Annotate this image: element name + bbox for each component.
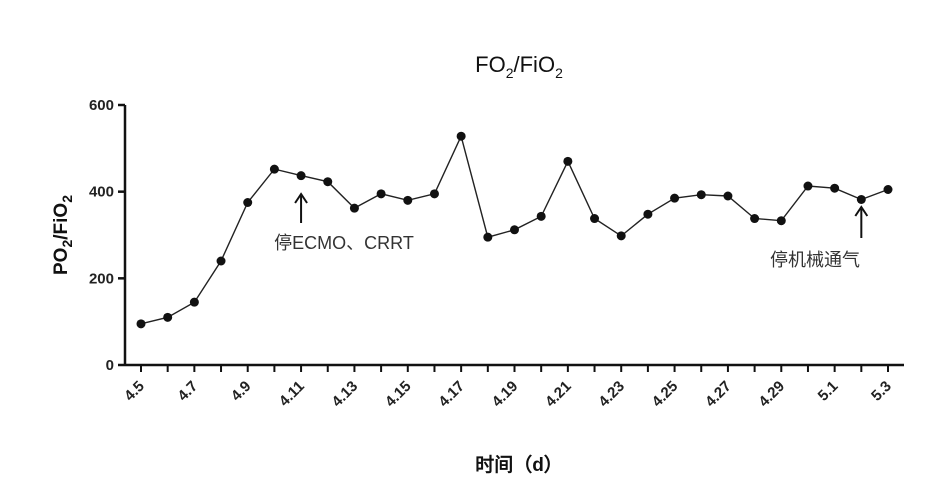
data-point [323,177,333,187]
y-axis-title: PO2/FiO2 [51,195,75,275]
y-tick-label: 0 [106,357,114,374]
x-tick-label: 4.5 [121,378,148,405]
x-axis-title: 时间（d） [475,453,563,476]
x-tick-label: 4.27 [702,378,735,411]
x-tick-label: 5.3 [868,378,895,405]
data-point [643,209,653,219]
data-point [216,256,226,266]
data-point [856,194,866,204]
y-tick-label: 600 [89,97,114,114]
data-point [376,189,386,199]
x-axis: 4.5 4.7 4.9 4.11 4.13 4.15 4.17 4.19 4.21 4.23 4.2… [121,363,904,411]
data-point [429,189,439,199]
annotation-arrowhead [854,205,869,217]
x-tick-label: 4.7 [174,378,201,405]
x-tick-label: 4.21 [542,378,575,411]
x-tick-label: 4.23 [595,378,628,411]
data-point [536,211,546,221]
data-point [163,312,173,322]
x-tick-label: 4.29 [755,378,788,411]
data-point [296,171,306,181]
annotation-label: 停机械通气 [770,250,860,270]
data-point [830,183,840,193]
x-tick-label: 4.17 [435,378,468,411]
data-point [696,190,706,200]
y-tick-label: 400 [89,184,114,201]
data-point [723,191,733,201]
data-point [750,214,760,224]
data-point [590,214,600,224]
x-tick-label: 4.13 [329,378,362,411]
x-tick-label: 5.1 [815,378,842,405]
data-point [269,164,279,174]
x-tick-label: 4.9 [228,378,255,405]
annotation-label: 停ECMO、CRRT [274,233,414,253]
y-tick-label: 200 [89,270,114,287]
data-point [776,216,786,226]
y-axis: 0 200 400 600 [89,97,127,374]
data-point [349,203,359,213]
data-point [136,319,146,329]
data-point [670,193,680,203]
data-point [563,156,573,166]
data-point [483,232,493,242]
data-point [189,297,199,307]
x-tick-label: 4.19 [489,378,522,411]
data-point [616,231,626,241]
data-point [456,131,466,141]
data-point [883,185,893,194]
data-point [803,181,813,191]
x-tick-label: 4.25 [649,378,682,411]
annotation-arrowhead [294,192,308,204]
data-point [243,198,253,207]
data-point [403,195,413,205]
x-tick-label: 4.15 [382,378,415,411]
data-point [510,225,519,235]
chart-title: FO2/FiO2 [475,52,563,81]
x-tick-label: 4.11 [276,378,308,410]
